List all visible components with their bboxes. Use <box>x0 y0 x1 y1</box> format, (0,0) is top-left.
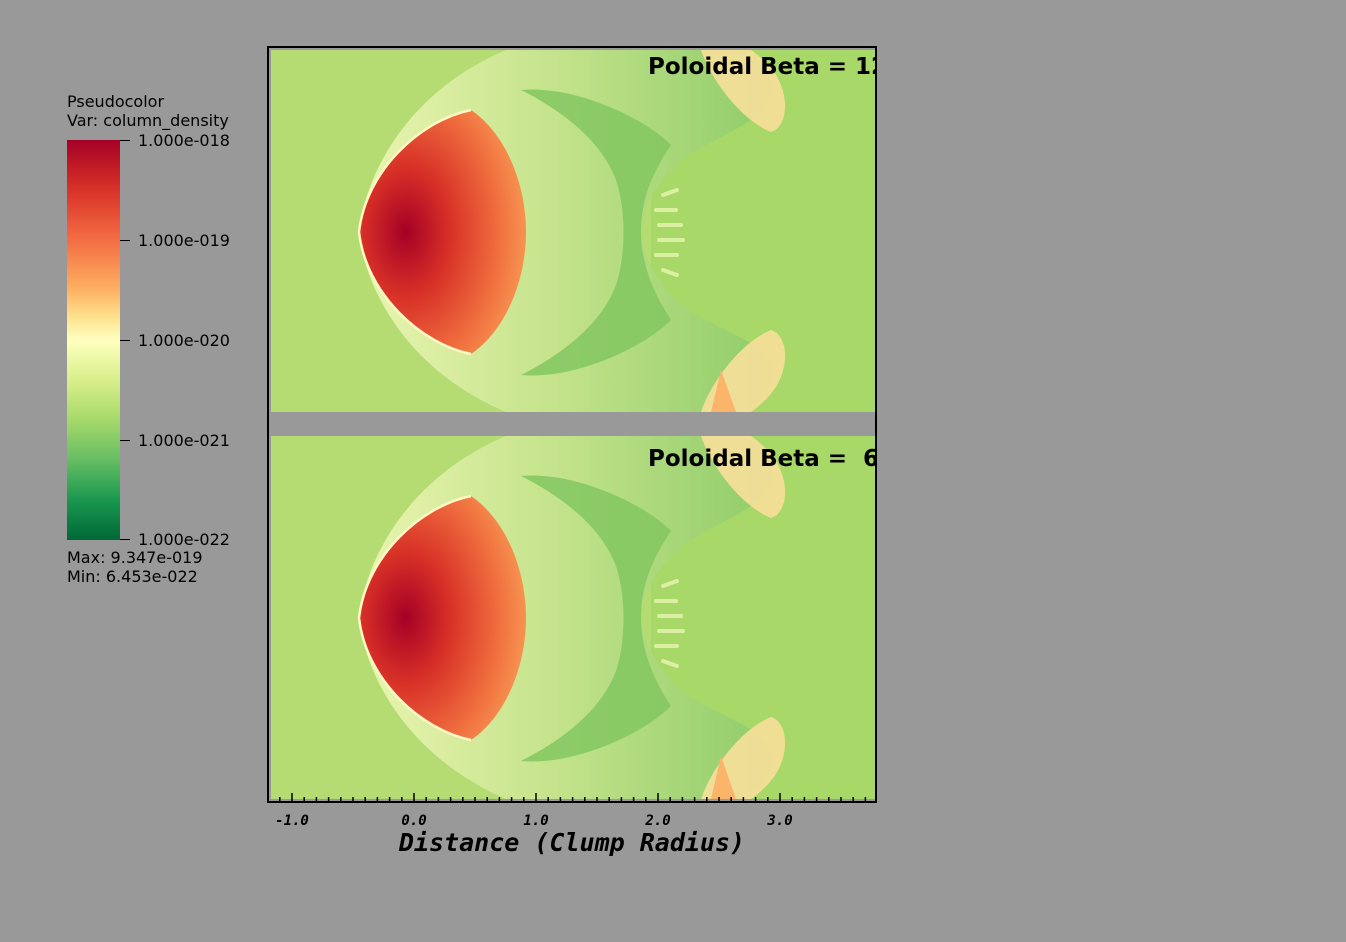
density-map-bottom <box>271 436 875 799</box>
colorbar-tick-0 <box>120 140 130 141</box>
x-tick-label-2: 1.0 <box>523 813 549 829</box>
colorbar-label-4: 1.000e-022 <box>138 530 230 549</box>
colorbar-label-2: 1.000e-020 <box>138 331 230 350</box>
panel-separator <box>269 412 875 436</box>
legend-min: Min: 6.453e-022 <box>67 567 198 586</box>
panel-bottom-title: Poloidal Beta = 6 <box>648 446 875 472</box>
colorbar-label-1: 1.000e-019 <box>138 231 230 250</box>
legend-title: Pseudocolor Var: column_density <box>67 92 229 130</box>
panel-top-title: Poloidal Beta = 12 <box>648 54 875 80</box>
plot-frame: Poloidal Beta = 12 <box>267 46 877 803</box>
colorbar-tick-1 <box>120 240 130 241</box>
colorbar-tick-3 <box>120 440 130 441</box>
colorbar <box>67 140 120 540</box>
colorbar-tick-2 <box>120 340 130 341</box>
colorbar-tick-4 <box>120 539 130 540</box>
x-tick-label-4: 3.0 <box>767 813 793 829</box>
x-tick-label-3: 2.0 <box>645 813 671 829</box>
x-axis-title: Distance (Clump Radius) <box>398 828 746 857</box>
x-tick-label-1: 0.0 <box>401 813 427 829</box>
x-tick-label-0: -1.0 <box>275 813 309 829</box>
panel-top: Poloidal Beta = 12 <box>271 50 875 412</box>
panel-bottom: Poloidal Beta = 6 <box>271 436 875 799</box>
colorbar-label-3: 1.000e-021 <box>138 431 230 450</box>
legend-title-text: Pseudocolor <box>67 92 165 111</box>
legend-max: Max: 9.347e-019 <box>67 548 203 567</box>
colorbar-label-0: 1.000e-018 <box>138 131 230 150</box>
legend-var-label: Var: column_density <box>67 111 229 130</box>
density-map-top <box>271 50 875 412</box>
